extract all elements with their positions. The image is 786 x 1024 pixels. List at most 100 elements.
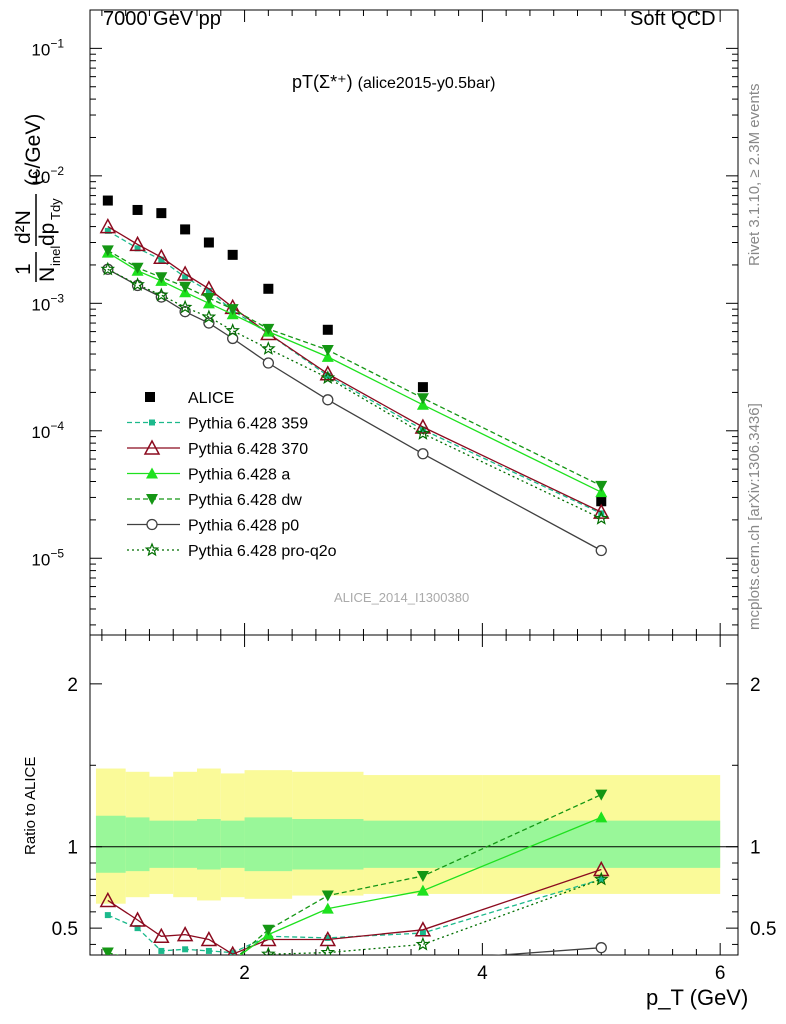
series-point-pythia-6-428-p0 <box>322 394 334 406</box>
y-label-n: N <box>36 267 59 282</box>
uncertainty-band-inner <box>244 817 293 872</box>
series-point-pythia-6-428-370 <box>153 248 170 264</box>
legend-marker-alice <box>145 392 155 402</box>
ratio-line-pythia-6-428-370 <box>107 868 602 955</box>
series-point-pythia-6-428-dw <box>416 393 429 405</box>
ratio-point-pythia-6-428-pro-q2o <box>415 936 431 951</box>
main-y-tick-exponent: −1 <box>50 36 64 50</box>
ratio-series-group <box>99 789 610 955</box>
series-point-pythia-6-428-a <box>321 350 334 362</box>
legend-marker-pythia-6-428-pro-q2o <box>144 542 160 557</box>
series-point-pythia-6-428-dw <box>595 480 608 492</box>
series-line-pythia-6-428-p0 <box>107 268 602 552</box>
plot-title-sub: (alice2015-y0.5bar) <box>357 75 496 92</box>
alice-data-point <box>180 224 191 235</box>
header-right-label: Soft QCD <box>630 8 716 30</box>
legend-label: Pythia 6.428 pro-q2o <box>188 543 337 560</box>
y-label-tdy: Tdy <box>48 198 63 220</box>
ratio-point-pythia-6-428-370 <box>99 891 117 908</box>
ratio-point-pythia-6-428-a <box>595 811 608 823</box>
legend-entry-pythia-6-428-359: Pythia 6.428 359 <box>127 416 308 433</box>
uncertainty-band-inner <box>149 820 174 868</box>
ratio-point-pythia-6-428-pro-q2o <box>594 871 609 886</box>
ratio-plot-frame <box>89 634 739 956</box>
ratio-point-pythia-6-428-370 <box>176 926 194 942</box>
series-point-pythia-6-428-359 <box>134 245 141 252</box>
uncertainty-band-inner <box>220 820 245 868</box>
series-point-pythia-6-428-dw <box>321 345 334 357</box>
ratio-point-pythia-6-428-370 <box>153 927 170 944</box>
ratio-point-pythia-6-428-dw <box>101 947 114 955</box>
legend-label: Pythia 6.428 359 <box>188 416 308 433</box>
ratio-bands <box>95 768 721 904</box>
alice-data-point <box>156 208 167 219</box>
y-label-one: 1 <box>12 263 35 275</box>
ratio-point-pythia-6-428-359 <box>598 876 605 883</box>
main-y-tick-label: 10−4 <box>31 419 64 442</box>
series-point-pythia-6-428-370 <box>129 235 146 252</box>
series-point-pythia-6-428-a <box>416 398 429 410</box>
ratio-point-pythia-6-428-370 <box>129 911 146 927</box>
series-point-pythia-6-428-359 <box>419 426 426 433</box>
series-point-pythia-6-428-pro-q2o <box>261 341 276 355</box>
alice-data-point <box>417 382 428 393</box>
ratio-point-pythia-6-428-pro-q2o <box>320 944 336 955</box>
alice-data-point <box>132 204 143 215</box>
ratio-point-pythia-6-428-370 <box>200 930 218 947</box>
series-point-pythia-6-428-p0 <box>417 448 429 460</box>
plot-title-main: pT(Σ*⁺) <box>292 72 353 92</box>
series-point-pythia-6-428-dw <box>202 293 215 305</box>
uncertainty-band-inner <box>363 820 483 868</box>
uncertainty-band-inner <box>197 819 221 870</box>
uncertainty-band-inner <box>95 815 126 873</box>
ratio-point-pythia-6-428-359 <box>324 934 331 941</box>
ratio-point-pythia-6-428-dw <box>595 789 608 801</box>
legend-entry-pythia-6-428-370: Pythia 6.428 370 <box>127 439 308 458</box>
legend-entry-pythia-6-428-pro-q2o: Pythia 6.428 pro-q2o <box>127 542 337 560</box>
legend-marker-pythia-6-428-dw <box>146 494 158 505</box>
alice-data-point <box>203 237 214 248</box>
ratio-x-tick-label: 4 <box>477 963 488 984</box>
uncertainty-band-inner <box>173 820 198 868</box>
series-point-pythia-6-428-359 <box>104 227 111 234</box>
ratio-y-tick-label: 1 <box>67 838 78 859</box>
series-point-pythia-6-428-pro-q2o <box>130 277 145 291</box>
series-line-pythia-6-428-a <box>107 252 602 493</box>
legend-label: Pythia 6.428 370 <box>188 441 308 458</box>
series-point-pythia-6-428-dw <box>155 272 168 284</box>
ratio-point-pythia-6-428-359 <box>229 949 236 955</box>
series-point-pythia-6-428-pro-q2o <box>100 261 116 276</box>
ratio-y-tick-label: 2 <box>67 675 78 696</box>
main-y-tick-label: 10−3 <box>31 291 64 314</box>
series-point-pythia-6-428-pro-q2o <box>415 425 431 440</box>
series-point-pythia-6-428-pro-q2o <box>225 323 240 337</box>
ratio-point-pythia-6-428-370 <box>593 860 610 877</box>
alice-data-point <box>263 283 274 294</box>
legend-entry-pythia-6-428-dw: Pythia 6.428 dw <box>127 492 302 509</box>
legend-marker-pythia-6-428-p0 <box>146 518 158 531</box>
series-point-pythia-6-428-370 <box>319 365 337 381</box>
ratio-point-pythia-6-428-359 <box>182 946 189 953</box>
series-point-pythia-6-428-pro-q2o <box>594 510 609 525</box>
series-point-pythia-6-428-pro-q2o <box>201 309 217 324</box>
main-series-group <box>99 195 610 557</box>
series-point-pythia-6-428-370 <box>99 217 117 234</box>
main-plot-frame <box>89 9 739 636</box>
uncertainty-band-inner <box>125 817 150 872</box>
series-point-pythia-6-428-dw <box>262 323 275 335</box>
series-point-pythia-6-428-pro-q2o <box>320 370 336 385</box>
main-y-tick-exponent: −5 <box>50 546 64 560</box>
series-point-pythia-6-428-dw <box>226 304 239 316</box>
ratio-point-pythia-6-428-370 <box>227 945 238 955</box>
series-point-pythia-6-428-359 <box>205 287 212 294</box>
ratio-point-pythia-6-428-p0 <box>595 942 607 954</box>
ratio-point-pythia-6-428-359 <box>104 912 111 919</box>
series-point-pythia-6-428-p0 <box>203 317 215 329</box>
plot-title: pT(Σ*⁺) (alice2015-y0.5bar) <box>292 72 496 93</box>
series-point-pythia-6-428-359 <box>324 372 331 379</box>
ratio-line-pythia-6-428-p0 <box>492 947 602 955</box>
mcplots-reference-label: mcplots.cern.ch [arXiv:1306.3436] <box>746 403 763 630</box>
series-line-pythia-6-428-370 <box>107 226 602 513</box>
legend-label: Pythia 6.428 a <box>188 467 290 484</box>
